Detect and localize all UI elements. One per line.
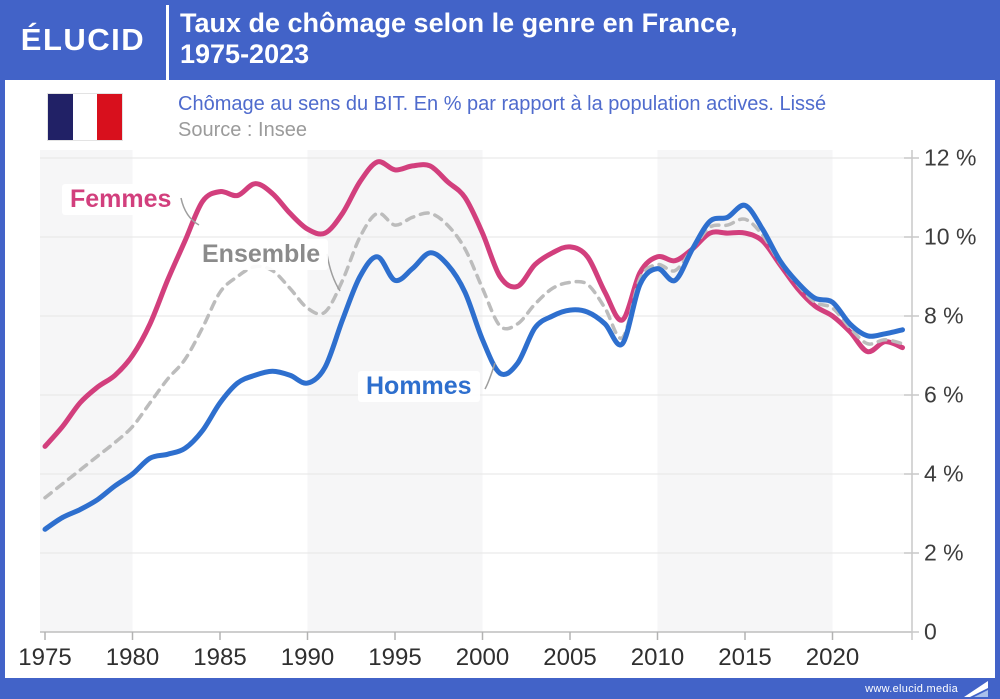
x-tick-label: 2020 (805, 644, 860, 671)
series-label-ensemble: Ensemble (194, 239, 329, 270)
elucid-pennant-icon (964, 680, 988, 697)
series-label-femmes: Femmes (62, 184, 180, 215)
source-note: Source : Insee (178, 119, 307, 141)
flag-stripe-red (97, 94, 123, 140)
series-line-hommes (42, 202, 905, 532)
series-line-femmes (42, 159, 905, 449)
y-tick-label: 6 % (924, 381, 964, 408)
series-label-hommes: Hommes (358, 371, 480, 402)
header-bar: ÉLUCID (0, 0, 1000, 80)
x-tick-label: 1985 (193, 644, 247, 671)
y-tick-label: 8 % (924, 302, 964, 329)
x-tick-label: 1995 (368, 644, 422, 671)
header-divider (166, 0, 169, 80)
footer-url: www.elucid.media (865, 682, 958, 695)
x-tick-label: 2015 (718, 644, 772, 671)
page-title-line2: 1975-2023 (180, 39, 310, 69)
france-flag-icon (48, 94, 123, 140)
y-tick-label: 2 % (924, 539, 964, 566)
x-tick-label: 2010 (630, 644, 685, 671)
x-tick-label: 2000 (455, 644, 510, 671)
x-tick-label: 1975 (18, 644, 72, 671)
x-tick-label: 2005 (543, 644, 597, 671)
brand-logo: ÉLUCID (20, 22, 146, 57)
y-tick-label: 12 % (924, 144, 977, 171)
y-tick-label: 10 % (924, 223, 977, 250)
x-tick-label: 1980 (105, 644, 160, 671)
decade-stripe (40, 150, 133, 632)
chart-subtitle: Chômage au sens du BIT. En % par rapport… (178, 93, 827, 115)
page-title-line1: Taux de chômage selon le genre en France… (180, 8, 738, 38)
y-tick-label: 4 % (924, 460, 964, 487)
footer-bar: www.elucid.media (0, 678, 1000, 699)
flag-stripe-white (72, 94, 98, 140)
hommes-connector (484, 362, 496, 390)
flag-stripe-blue (48, 94, 73, 140)
femmes-connector (180, 197, 200, 226)
page-title: Taux de chômage selon le genre en France… (180, 8, 738, 70)
y-tick-label: 0 (924, 618, 937, 645)
series-line-ensemble (43, 211, 905, 500)
decade-stripe (657, 150, 833, 632)
x-tick-label: 1990 (280, 644, 335, 671)
